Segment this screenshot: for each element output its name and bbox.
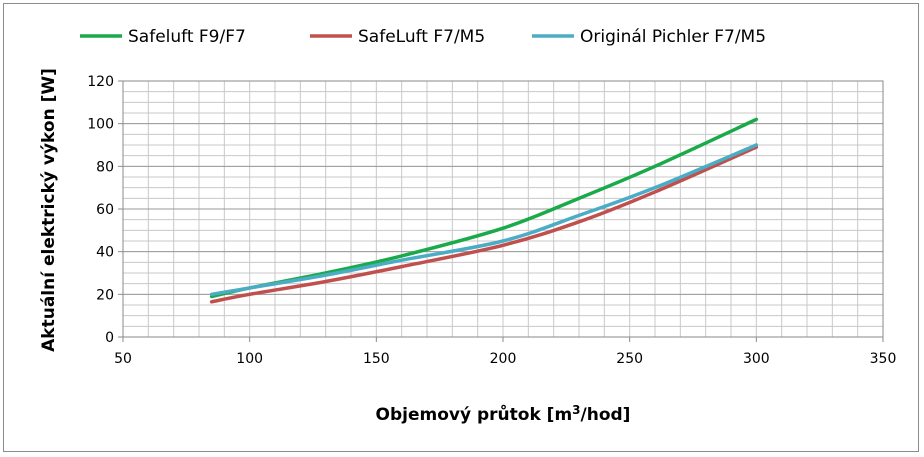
legend: Safeluft F9/F7 SafeLuft F7/M5 Originál Pic… <box>80 27 766 47</box>
chart-frame <box>3 3 919 452</box>
x-axis-title-sup: 3 <box>572 403 580 417</box>
y-tick-label: 20 <box>96 287 114 303</box>
y-tick-labels: 0 20 40 60 80 100 120 <box>87 74 123 346</box>
x-tick-label: 200 <box>490 351 517 367</box>
x-tick-label: 100 <box>236 351 263 367</box>
legend-label-2: SafeLuft F7/M5 <box>358 27 485 47</box>
grid <box>122 80 884 338</box>
x-tick-label: 300 <box>743 351 770 367</box>
x-axis-title-tail: /hod] <box>581 405 631 425</box>
y-tick-label: 100 <box>87 117 114 133</box>
y-tick-label: 40 <box>96 245 114 261</box>
series-line-1 <box>209 117 759 299</box>
x-tick-label: 350 <box>870 351 897 367</box>
y-tick-label: 60 <box>96 202 114 218</box>
legend-label-1: Safeluft F9/F7 <box>128 27 246 47</box>
y-tick-label: 80 <box>96 159 114 175</box>
y-axis-title: Aktuální elektrický výkon [W] <box>39 68 59 352</box>
y-tick-label: 0 <box>105 330 114 346</box>
x-tick-label: 50 <box>114 351 132 367</box>
series-line-3 <box>209 143 759 297</box>
y-tick-label: 120 <box>87 74 114 90</box>
series-line-2 <box>209 145 759 304</box>
x-tick-label: 250 <box>616 351 643 367</box>
legend-label-3: Originál Pichler F7/M5 <box>580 27 766 47</box>
x-tick-labels: 50 100 150 200 250 300 350 <box>114 337 896 367</box>
series-lines <box>209 117 759 304</box>
x-tick-label: 150 <box>363 351 390 367</box>
x-axis-title: Objemový průtok [m3/hod] <box>376 403 631 425</box>
x-axis-title-base: Objemový průtok [m <box>376 403 573 425</box>
